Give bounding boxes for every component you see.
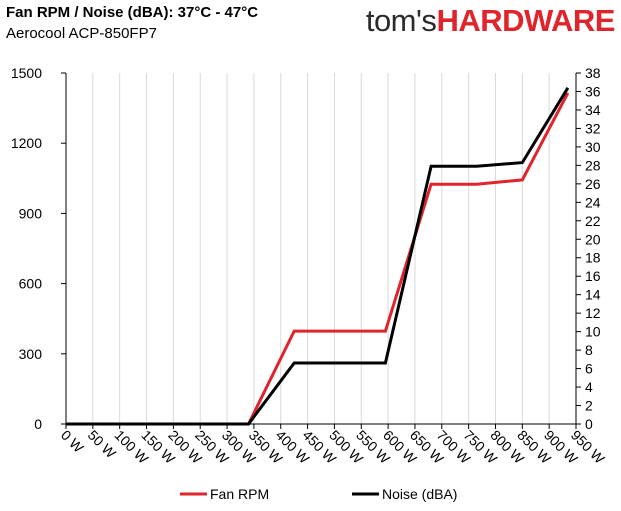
chart-title: Fan RPM / Noise (dBA): 37°C - 47°C xyxy=(6,4,259,21)
y-right-tick-label: 12 xyxy=(585,305,601,321)
y-left-tick-label: 300 xyxy=(19,346,43,362)
y-left-tick-label: 1200 xyxy=(11,135,42,151)
x-tick-label: 50 W xyxy=(85,427,120,462)
y-left-tick-label: 0 xyxy=(34,416,42,432)
x-tick-label: 0 W xyxy=(58,427,87,456)
y-right-tick-label: 6 xyxy=(585,361,593,377)
y-right-tick-label: 24 xyxy=(585,194,601,210)
y-right-tick-label: 16 xyxy=(585,268,601,284)
y-right-tick-label: 34 xyxy=(585,102,601,118)
y-left-tick-label: 900 xyxy=(19,205,43,221)
y-right-tick-label: 10 xyxy=(585,324,601,340)
y-right-tick-label: 18 xyxy=(585,250,601,266)
noise-dba-line xyxy=(66,87,570,426)
y-right-tick-label: 14 xyxy=(585,287,601,303)
y-right-tick-label: 4 xyxy=(585,379,593,395)
y-right-tick-label: 30 xyxy=(585,139,601,155)
chart-subtitle: Aerocool ACP-850FP7 xyxy=(6,25,157,42)
legend: Fan RPM Noise (dBA) xyxy=(180,486,457,502)
y-right-tick-label: 0 xyxy=(585,416,593,432)
y-right-tick-label: 28 xyxy=(585,157,601,173)
y-right-tick-label: 26 xyxy=(585,176,601,192)
y-right-tick-label: 2 xyxy=(585,398,593,414)
toms-hardware-logo: tom'sHARDWARE xyxy=(365,3,616,38)
series-lines xyxy=(66,87,570,426)
y-left-tick-label: 1500 xyxy=(11,65,42,81)
noise-dba-legend-label: Noise (dBA) xyxy=(382,486,457,502)
logo-text-hardware: HARDWARE xyxy=(436,3,615,38)
gridlines xyxy=(92,73,550,424)
y-right-tick-label: 36 xyxy=(585,83,601,99)
y-left-tick-label: 600 xyxy=(19,276,43,292)
y-right-tick-label: 22 xyxy=(585,213,601,229)
logo-text-toms: tom's xyxy=(365,3,437,38)
y-right-tick-label: 8 xyxy=(585,342,593,358)
y-right-tick-label: 38 xyxy=(585,65,601,81)
y-right-tick-label: 20 xyxy=(585,231,601,247)
y-right-tick-label: 32 xyxy=(585,120,601,136)
fan-rpm-legend-label: Fan RPM xyxy=(210,486,269,502)
fan-rpm-line xyxy=(66,92,570,426)
